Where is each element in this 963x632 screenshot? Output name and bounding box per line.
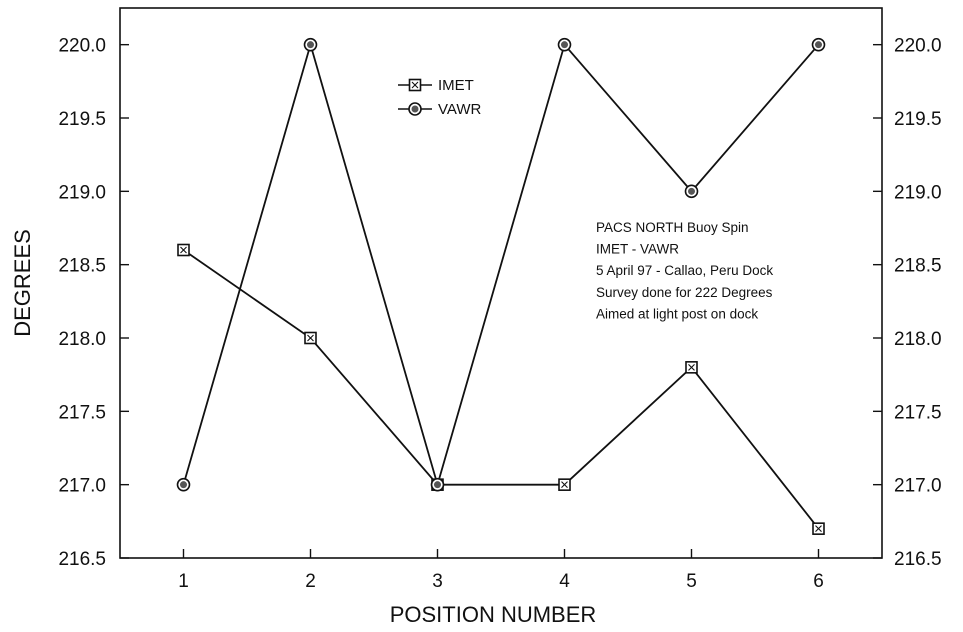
annotation-line: PACS NORTH Buoy Spin — [596, 220, 749, 235]
plot-frame — [119, 7, 883, 559]
annotation-line: IMET - VAWR — [596, 242, 679, 257]
series-line-imet — [182, 249, 820, 530]
annotation-line: Survey done for 222 Degrees — [596, 285, 773, 300]
legend-marker-imet — [408, 78, 422, 92]
legend-label: IMET — [438, 77, 474, 94]
y-left-tick-label: 219.5 — [58, 109, 106, 130]
y-right-tick-label: 216.5 — [894, 549, 942, 570]
data-point-imet — [685, 361, 698, 374]
x-tick-label: 3 — [432, 571, 443, 592]
series-layer — [176, 37, 826, 535]
y-right-tick-label: 217.5 — [894, 402, 942, 423]
data-point-vawr — [557, 37, 572, 52]
y-axis-title: DEGREES — [10, 229, 35, 337]
x-tick-label: 2 — [305, 571, 316, 592]
y-left-tick-label: 216.5 — [58, 549, 106, 570]
y-left-tick-label: 218.0 — [58, 329, 106, 350]
y-left-tick-label: 217.0 — [58, 476, 106, 497]
legend-label: VAWR — [438, 101, 481, 118]
y-right-tick-label: 218.0 — [894, 329, 942, 350]
y-right-tick-label: 218.5 — [894, 256, 942, 277]
x-tick-label: 1 — [178, 571, 189, 592]
y-right-tick-label: 217.0 — [894, 476, 942, 497]
annotation-line: Aimed at light post on dock — [596, 306, 758, 321]
data-point-imet — [558, 478, 571, 491]
annotation-text-block: PACS NORTH Buoy Spin IMET - VAWR 5 April 9… — [596, 220, 773, 321]
y-axis-left: 216.5 217.0 217.5 218.0 218.5 219.0 219.5 220.0 — [58, 36, 129, 570]
data-point-vawr — [303, 37, 318, 52]
legend-marker-vawr — [408, 102, 422, 116]
data-point-imet — [304, 331, 317, 345]
x-tick-label: 4 — [559, 571, 570, 592]
y-left-tick-label: 217.5 — [58, 402, 106, 423]
x-axis: 1 2 3 4 5 6 — [178, 549, 824, 592]
data-point-vawr — [176, 477, 191, 492]
data-point-imet — [177, 243, 190, 257]
legend: IMET VAWR — [398, 77, 481, 118]
y-right-tick-label: 220.0 — [894, 36, 942, 57]
x-axis-title: POSITION NUMBER — [390, 602, 597, 627]
y-right-tick-label: 219.0 — [894, 182, 942, 203]
x-tick-label: 5 — [686, 571, 697, 592]
data-point-imet — [812, 522, 825, 535]
y-left-tick-label: 219.0 — [58, 182, 106, 203]
y-left-tick-label: 218.5 — [58, 256, 106, 277]
y-right-tick-label: 219.5 — [894, 109, 942, 130]
annotation-line: 5 April 97 - Callao, Peru Dock — [596, 263, 773, 278]
data-point-vawr — [430, 477, 445, 492]
data-point-vawr — [811, 37, 826, 52]
x-tick-label: 6 — [813, 571, 824, 592]
series-line-vawr — [182, 41, 820, 488]
y-axis-right: 216.5 217.0 217.5 218.0 218.5 219.0 219.5 220.0 — [873, 36, 942, 570]
data-point-vawr — [684, 184, 699, 199]
y-left-tick-label: 220.0 — [58, 36, 106, 57]
